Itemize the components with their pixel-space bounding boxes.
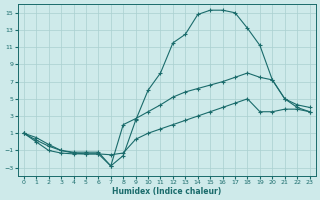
X-axis label: Humidex (Indice chaleur): Humidex (Indice chaleur) (112, 187, 221, 196)
